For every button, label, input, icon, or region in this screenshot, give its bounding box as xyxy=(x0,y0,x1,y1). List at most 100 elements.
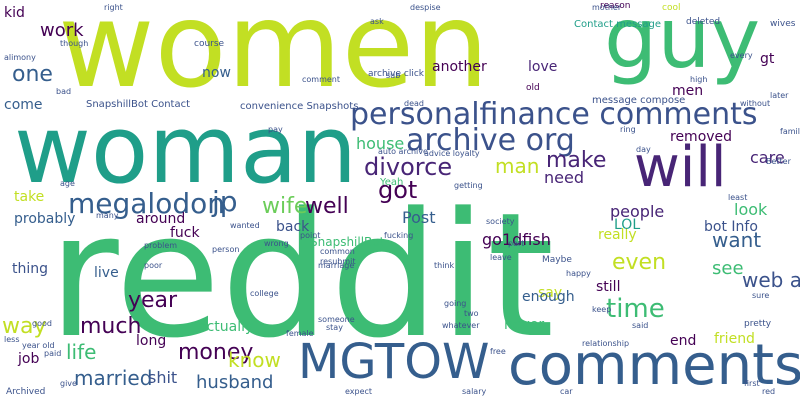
cloud-word: think xyxy=(434,261,455,270)
cloud-word: right xyxy=(104,3,123,12)
cloud-word: problem xyxy=(144,241,178,250)
cloud-word: way xyxy=(2,314,47,339)
cloud-word: age xyxy=(60,179,75,188)
cloud-word: mother xyxy=(592,3,622,12)
cloud-word: know xyxy=(228,348,281,372)
cloud-word: good xyxy=(32,319,52,328)
cloud-word: wrong xyxy=(264,239,289,248)
cloud-word: SnapshillBot Contact xyxy=(86,99,191,110)
cloud-word: take xyxy=(14,189,45,205)
cloud-word: will xyxy=(634,135,727,200)
cloud-word: husband xyxy=(196,372,274,393)
cloud-word: ask xyxy=(370,17,384,26)
cloud-word: women xyxy=(58,0,490,114)
cloud-word: whatever xyxy=(442,321,480,330)
cloud-word: free xyxy=(490,347,506,356)
cloud-word: cool xyxy=(662,3,681,13)
cloud-word: come xyxy=(4,97,43,113)
cloud-word: without xyxy=(740,99,771,108)
cloud-word: well xyxy=(305,194,349,219)
cloud-word: old xyxy=(526,83,540,93)
cloud-word: reddit xyxy=(48,175,555,376)
cloud-word: archive click xyxy=(368,69,425,79)
cloud-word: year old xyxy=(22,341,55,350)
cloud-word: MGTOW xyxy=(298,334,490,390)
cloud-word: ring xyxy=(620,125,636,134)
cloud-word: high xyxy=(690,75,708,84)
cloud-word: care xyxy=(750,148,785,167)
cloud-word: got xyxy=(378,176,418,204)
cloud-word: family xyxy=(780,127,800,136)
cloud-word: gt xyxy=(760,51,775,67)
cloud-word: common xyxy=(320,247,355,256)
cloud-word: pay xyxy=(268,125,283,134)
cloud-word: work xyxy=(40,20,84,41)
cloud-word: sure xyxy=(752,291,770,300)
cloud-word: megalodon xyxy=(68,187,225,220)
cloud-word: never xyxy=(504,317,545,333)
cloud-word: society xyxy=(486,217,515,226)
cloud-word: keep xyxy=(592,305,612,314)
cloud-word: happy xyxy=(566,269,591,278)
cloud-word: comments xyxy=(508,333,800,398)
cloud-word: want xyxy=(712,228,762,252)
cloud-word: go1dfish xyxy=(482,230,551,249)
cloud-word: actually xyxy=(198,319,254,335)
cloud-word: look xyxy=(734,200,768,219)
cloud-word: now xyxy=(202,65,231,81)
cloud-word: leave xyxy=(490,253,512,262)
cloud-word: paid xyxy=(44,349,62,358)
cloud-word: one xyxy=(12,62,53,87)
cloud-word: person xyxy=(212,245,240,254)
cloud-word: thing xyxy=(12,261,49,277)
cloud-word: make xyxy=(546,148,607,173)
cloud-word: Yeah xyxy=(380,177,404,188)
cloud-word: female xyxy=(286,329,314,338)
cloud-word: wanted xyxy=(230,221,260,230)
cloud-word: say xyxy=(538,285,563,301)
cloud-word: SnapshillBot xyxy=(310,235,385,249)
cloud-word: guy xyxy=(604,0,761,87)
cloud-word: sub xyxy=(386,71,401,80)
cloud-word: people xyxy=(610,202,665,221)
cloud-word: going xyxy=(444,299,467,308)
cloud-word: course xyxy=(194,39,225,49)
cloud-word: salary xyxy=(462,387,487,396)
cloud-word: men xyxy=(672,83,704,99)
cloud-word: red xyxy=(762,387,776,396)
cloud-word: part xyxy=(508,239,525,248)
cloud-word: relationship xyxy=(582,339,630,348)
cloud-word: though xyxy=(60,39,89,48)
cloud-word: job xyxy=(18,351,40,367)
cloud-word: point xyxy=(300,231,321,240)
cloud-word: give xyxy=(60,379,77,388)
cloud-word: bot Info xyxy=(704,219,758,235)
cloud-word: marriage xyxy=(318,261,355,270)
cloud-word: expect xyxy=(345,387,373,396)
cloud-word: getting xyxy=(454,181,483,190)
cloud-word: shit xyxy=(148,368,178,387)
cloud-word: Post xyxy=(402,208,436,227)
cloud-word: really xyxy=(598,227,637,243)
cloud-word: advice loyalty xyxy=(424,149,480,158)
cloud-word: alimony xyxy=(4,53,36,62)
cloud-word: someone xyxy=(318,315,355,324)
cloud-word: live xyxy=(94,265,119,281)
cloud-word: resubmit xyxy=(320,257,356,266)
cloud-word: still xyxy=(596,279,621,295)
cloud-word: day xyxy=(636,145,651,154)
cloud-word: married xyxy=(74,366,153,390)
cloud-word: back xyxy=(276,219,310,235)
cloud-word: two xyxy=(464,309,479,318)
cloud-word: probably xyxy=(14,211,76,227)
cloud-word: pretty xyxy=(744,319,772,329)
cloud-word: many xyxy=(96,211,119,220)
cloud-word: even xyxy=(612,250,667,275)
cloud-word: jp xyxy=(212,185,238,218)
cloud-word: divorce xyxy=(364,153,453,181)
cloud-word: car xyxy=(560,387,573,396)
cloud-word: every xyxy=(730,51,753,60)
cloud-word: friend xyxy=(714,331,755,347)
cloud-word: archive org xyxy=(406,123,575,158)
